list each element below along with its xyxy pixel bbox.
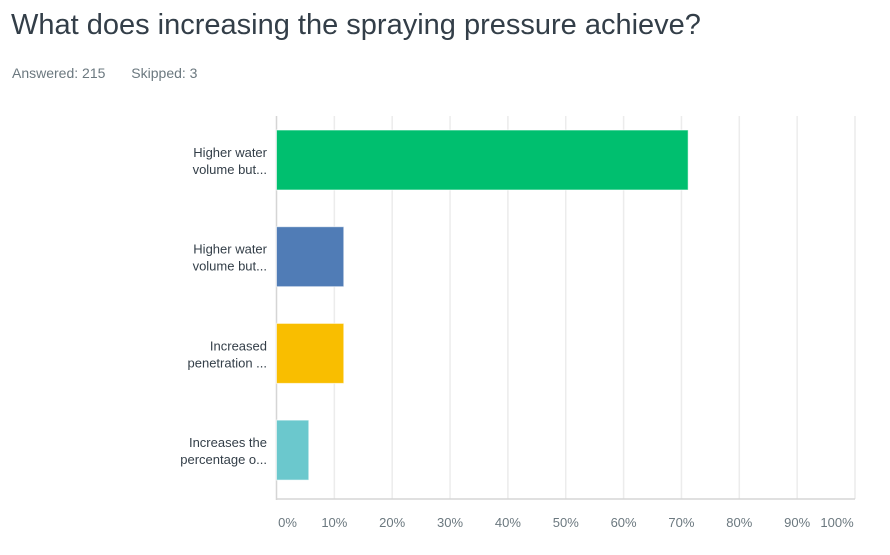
x-tick-label: 30%: [437, 515, 463, 530]
answered-count: Answered: 215: [12, 65, 106, 81]
x-tick-label: 10%: [321, 515, 347, 530]
x-tick-label: 70%: [668, 515, 694, 530]
x-tick-label: 80%: [726, 515, 752, 530]
category-label: volume but...: [193, 259, 267, 274]
response-stats: Answered: 215 Skipped: 3: [12, 65, 219, 81]
category-label: volume but...: [193, 162, 267, 177]
category-label: penetration ...: [188, 355, 268, 370]
bar: [276, 226, 345, 288]
bar: [276, 419, 310, 481]
x-tick-label: 20%: [379, 515, 405, 530]
x-tick-label: 0%: [278, 515, 297, 530]
x-tick-label: 40%: [495, 515, 521, 530]
category-label: percentage o...: [180, 452, 267, 467]
x-tick-label: 90%: [784, 515, 810, 530]
x-tick-label: 50%: [553, 515, 579, 530]
bar: [276, 322, 345, 384]
skipped-count: Skipped: 3: [131, 65, 198, 81]
x-tick-label: 60%: [611, 515, 637, 530]
question-title: What does increasing the spraying pressu…: [11, 9, 701, 41]
category-label: Higher water: [193, 242, 267, 257]
bar: [276, 129, 689, 191]
category-label: Increases the: [189, 435, 267, 450]
x-tick-label: 100%: [820, 515, 854, 530]
category-label: Higher water: [193, 145, 267, 160]
category-label: Increased: [210, 338, 267, 353]
